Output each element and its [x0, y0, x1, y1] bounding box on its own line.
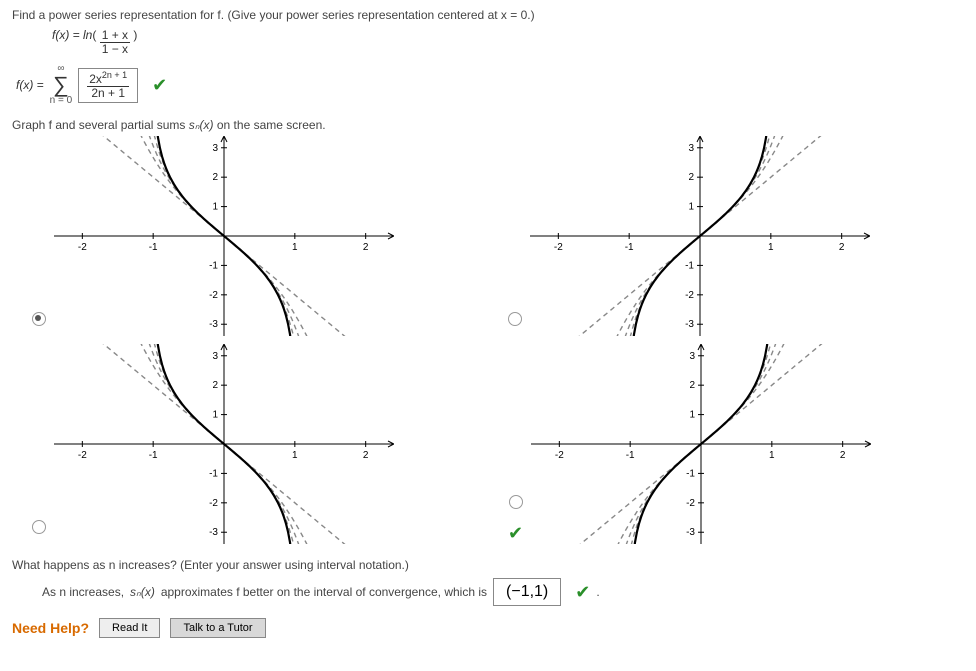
sum-lhs: f(x) = — [16, 78, 44, 92]
svg-text:2: 2 — [363, 450, 369, 461]
series-term-input[interactable]: 2x2n + 1 2n + 1 — [78, 68, 138, 103]
svg-text:2: 2 — [840, 450, 846, 461]
plot-svg: -2 -1 1 2 -3 -2 -1 1 2 3 — [54, 344, 394, 544]
plot-svg: -2 -1 1 2 -3 -2 -1 1 2 3 — [54, 136, 394, 336]
svg-text:2: 2 — [212, 381, 218, 392]
svg-text:3: 3 — [690, 351, 696, 362]
svg-text:-2: -2 — [209, 290, 218, 301]
plot-option: ✔ -2 -1 1 2 -3 -2 -1 1 2 3 — [508, 344, 964, 544]
svg-text:1: 1 — [688, 202, 694, 213]
svg-text:2: 2 — [212, 173, 218, 184]
plot-option-2[interactable] — [508, 312, 522, 326]
plot-option-4[interactable] — [509, 495, 523, 509]
svg-text:-2: -2 — [209, 498, 218, 509]
intro-text: Find a power series representation for f… — [12, 8, 964, 22]
svg-text:2: 2 — [690, 381, 696, 392]
svg-text:-1: -1 — [149, 450, 158, 461]
function-definition: f(x) = ln( 1 + x 1 − x ) — [52, 28, 964, 56]
svg-text:1: 1 — [690, 410, 696, 421]
plot-svg: -2 -1 1 2 -3 -2 -1 1 2 3 — [531, 344, 871, 544]
svg-text:2: 2 — [839, 242, 845, 253]
check-icon: ✔ — [152, 75, 167, 96]
svg-text:1: 1 — [292, 450, 298, 461]
svg-text:-2: -2 — [555, 450, 564, 461]
plot-option-3[interactable] — [32, 520, 46, 534]
svg-text:1: 1 — [768, 242, 774, 253]
need-help-row: Need Help? Read It Talk to a Tutor — [12, 618, 964, 638]
graph-instruction: Graph f and several partial sums sₙ(x) o… — [12, 118, 964, 132]
plot-grid: -2-112-3-2-1123-2-112-3-2-1123-2-112-3-2… — [32, 136, 964, 544]
svg-text:-3: -3 — [209, 528, 218, 539]
plot-option: -2 -1 1 2 -3 -2 -1 1 2 3 — [32, 136, 488, 336]
svg-text:-2: -2 — [78, 450, 87, 461]
talk-to-tutor-button[interactable]: Talk to a Tutor — [170, 618, 265, 638]
check-icon: ✔ — [508, 523, 523, 544]
interval-answer-input[interactable]: (−1,1) — [493, 578, 561, 606]
svg-text:3: 3 — [212, 143, 218, 154]
svg-text:-2: -2 — [686, 498, 695, 509]
svg-text:-1: -1 — [209, 261, 218, 272]
answer-line: As n increases, sₙ(x) approximates f bet… — [42, 578, 964, 606]
check-icon: ✔ — [575, 582, 590, 603]
svg-text:-2: -2 — [78, 242, 87, 253]
sigma-symbol: ∞ ∑ n = 0 — [50, 64, 73, 106]
svg-text:-2: -2 — [554, 242, 563, 253]
conclusion-question: What happens as n increases? (Enter your… — [12, 558, 964, 572]
svg-text:3: 3 — [212, 351, 218, 362]
power-series-answer-row: f(x) = ∞ ∑ n = 0 2x2n + 1 2n + 1 ✔ — [16, 64, 964, 106]
plot-option-1[interactable] — [32, 312, 46, 326]
svg-text:2: 2 — [363, 242, 369, 253]
plot-svg: -2 -1 1 2 -3 -2 -1 1 2 3 — [530, 136, 870, 336]
svg-text:-3: -3 — [686, 528, 695, 539]
svg-text:-1: -1 — [686, 469, 695, 480]
svg-text:-3: -3 — [685, 320, 694, 331]
plot-option: -2 -1 1 2 -3 -2 -1 1 2 3 — [508, 136, 964, 336]
need-help-label: Need Help? — [12, 620, 89, 636]
svg-text:-3: -3 — [209, 320, 218, 331]
svg-text:-2: -2 — [685, 290, 694, 301]
svg-text:-1: -1 — [626, 450, 635, 461]
svg-text:2: 2 — [688, 173, 694, 184]
svg-text:-1: -1 — [685, 261, 694, 272]
svg-text:-1: -1 — [149, 242, 158, 253]
svg-text:-1: -1 — [209, 469, 218, 480]
svg-text:1: 1 — [212, 202, 218, 213]
svg-text:3: 3 — [688, 143, 694, 154]
read-it-button[interactable]: Read It — [99, 618, 160, 638]
svg-text:-1: -1 — [625, 242, 634, 253]
svg-text:1: 1 — [212, 410, 218, 421]
plot-option: -2 -1 1 2 -3 -2 -1 1 2 3 — [32, 344, 488, 544]
svg-text:1: 1 — [769, 450, 775, 461]
svg-text:1: 1 — [292, 242, 298, 253]
